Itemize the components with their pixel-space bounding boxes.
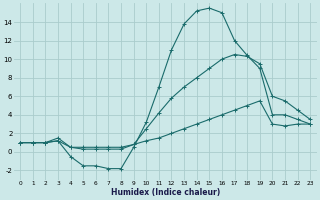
X-axis label: Humidex (Indice chaleur): Humidex (Indice chaleur)	[111, 188, 220, 197]
